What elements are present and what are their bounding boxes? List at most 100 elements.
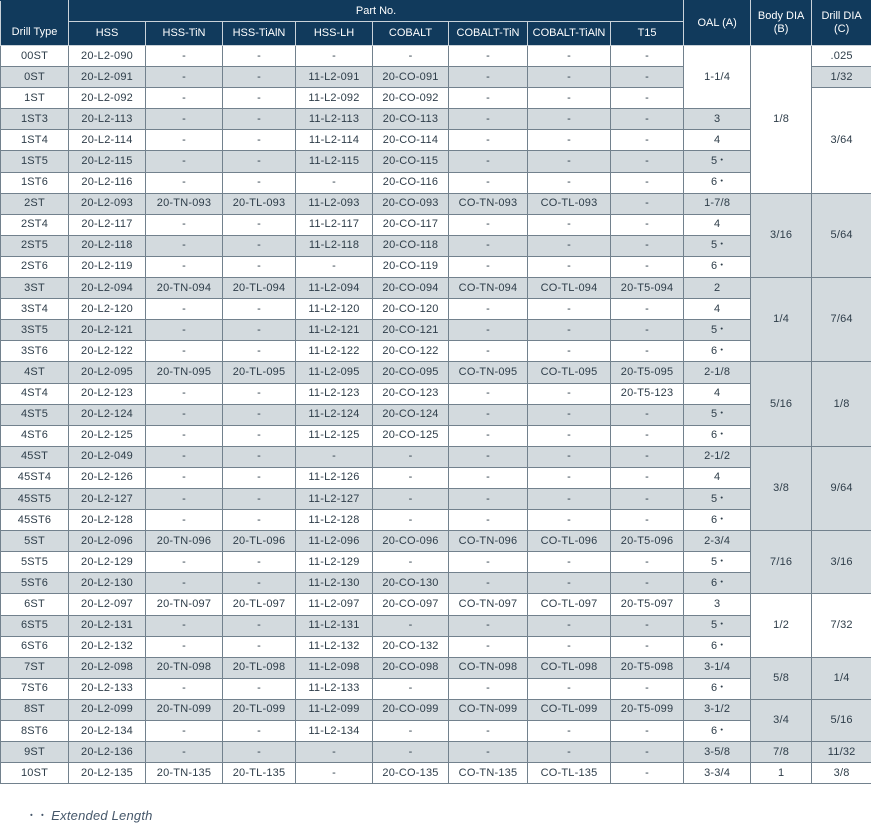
- part-no-cell: -: [222, 87, 296, 110]
- oal-cell: 3-1/4: [683, 656, 752, 679]
- part-no-cell: 20-L2-133: [68, 677, 146, 700]
- part-no-cell: -: [609, 87, 685, 110]
- part-no-cell: -: [609, 677, 685, 700]
- part-no-cell: -: [609, 255, 685, 279]
- part-no-cell: -: [609, 466, 685, 489]
- part-no-cell: -: [145, 509, 223, 532]
- drill-type-cell: 10ST: [0, 762, 69, 785]
- part-no-cell: -: [222, 719, 296, 743]
- oal-cell: 1-7/8: [683, 192, 752, 215]
- part-no-cell: CO-TN-093: [448, 192, 528, 215]
- extended-length-dot: •: [720, 492, 724, 502]
- oal-cell: 3-1/2: [683, 698, 752, 722]
- drill-dia-cell: 5/64: [811, 192, 871, 279]
- part-no-cell: -: [448, 87, 528, 110]
- drill-type-cell: 2ST: [0, 192, 69, 215]
- part-no-cell: -: [222, 424, 296, 447]
- part-no-cell: 20-L2-124: [68, 403, 146, 426]
- part-no-cell: -: [222, 614, 296, 637]
- part-no-cell: 20-L2-097: [68, 593, 146, 616]
- part-no-cell: 20-TL-095: [222, 361, 296, 384]
- column-header-t15: T15: [609, 21, 685, 46]
- part-no-cell: -: [145, 424, 223, 447]
- part-no-cell: -: [372, 741, 449, 764]
- part-no-cell: 20-CO-114: [372, 129, 449, 152]
- part-no-cell: -: [222, 129, 296, 152]
- part-no-cell: 20-T5-094: [609, 277, 685, 300]
- table-row: 4ST6 20-L2-125- -11-L2-125 20-CO-125- - -6 •: [0, 424, 871, 447]
- drill-type-cell: 5ST5: [0, 551, 69, 574]
- part-no-cell: -: [222, 677, 296, 700]
- part-no-cell: 20-CO-125: [372, 424, 449, 447]
- table-row: 7ST6 20-L2-133- -11-L2-133- - - -6 •: [0, 677, 871, 700]
- part-no-cell: -: [145, 445, 223, 468]
- part-no-cell: -: [145, 319, 223, 342]
- drill-type-cell: 1ST: [0, 87, 69, 110]
- oal-cell: 3: [683, 593, 752, 616]
- part-no-cell: 20-T5-099: [609, 698, 685, 722]
- part-no-cell: 20-L2-090: [68, 44, 146, 68]
- part-no-cell: 20-T5-123: [609, 382, 685, 405]
- part-no-cell: -: [527, 487, 611, 511]
- oal-cell: 2-1/2: [683, 445, 752, 468]
- extended-length-dot: •: [720, 176, 724, 186]
- part-no-cell: -: [527, 614, 611, 637]
- part-no-cell: -: [145, 635, 223, 658]
- drill-type-cell: 7ST6: [0, 677, 69, 700]
- part-no-cell: -: [448, 108, 528, 131]
- part-no-cell: -: [295, 44, 373, 68]
- part-no-cell: 20-CO-119: [372, 255, 449, 279]
- part-no-cell: -: [145, 614, 223, 637]
- oal-cell: 5 •: [683, 614, 752, 637]
- part-no-cell: 20-T5-096: [609, 530, 685, 553]
- table-row: 1ST4 20-L2-114- -11-L2-114 20-CO-114- - -4: [0, 129, 871, 152]
- part-no-cell: -: [222, 635, 296, 658]
- part-no-cell: -: [527, 66, 611, 89]
- part-no-cell: 20-TN-095: [145, 361, 223, 384]
- table-row: 3ST 20-L2-094 20-TN-094 20-TL-094 11-L2-094 2…: [0, 277, 871, 363]
- drill-type-cell: 3ST5: [0, 319, 69, 342]
- part-no-cell: 20-TL-096: [222, 530, 296, 553]
- part-no-cell: 20-CO-135: [372, 762, 449, 785]
- extended-length-dot: •: [720, 344, 724, 354]
- part-no-cell: -: [145, 677, 223, 700]
- body-dia-cell: 7/16: [750, 530, 813, 595]
- part-no-cell: -: [222, 298, 296, 321]
- part-no-cell: -: [448, 635, 528, 658]
- part-no-cell: 11-L2-118: [295, 234, 373, 257]
- drill-type-cell: 7ST: [0, 656, 69, 679]
- oal-cell: 3-5/8: [683, 741, 752, 764]
- part-no-cell: -: [295, 445, 373, 468]
- part-no-cell: -: [527, 213, 611, 236]
- extended-length-dot: •: [720, 260, 724, 270]
- table-row: 2ST 20-L2-093 20-TN-093 20-TL-093 11-L2-093 2…: [0, 192, 871, 279]
- part-no-cell: -: [222, 171, 296, 194]
- part-no-cell: 20-T5-097: [609, 593, 685, 616]
- drill-type-cell: 8ST6: [0, 719, 69, 743]
- part-no-cell: -: [609, 403, 685, 426]
- part-no-cell: 20-CO-120: [372, 298, 449, 321]
- part-no-cell: -: [609, 171, 685, 194]
- table-row: 7ST 20-L2-098 20-TN-098 20-TL-098 11-L2-098 2…: [0, 656, 871, 700]
- oal-header: OAL (A): [683, 0, 752, 46]
- part-no-cell: 20-L2-092: [68, 87, 146, 110]
- part-no-cell: -: [609, 487, 685, 511]
- part-no-cell: 20-L2-049: [68, 445, 146, 468]
- part-no-cell: 11-L2-124: [295, 403, 373, 426]
- extended-length-dot: •: [720, 239, 724, 249]
- drill-type-cell: 9ST: [0, 741, 69, 764]
- part-no-cell: 11-L2-114: [295, 129, 373, 152]
- part-no-cell: 11-L2-094: [295, 277, 373, 300]
- part-no-cell: 20-L2-131: [68, 614, 146, 637]
- part-no-cell: 11-L2-131: [295, 614, 373, 637]
- part-no-cell: 11-L2-097: [295, 593, 373, 616]
- drill-type-cell: 00ST: [0, 44, 69, 68]
- part-no-cell: -: [222, 340, 296, 363]
- part-no-cell: -: [609, 340, 685, 363]
- table-row: 10ST 20-L2-135 20-TN-135 20-TL-135-20-CO-13…: [0, 762, 871, 785]
- drill-type-cell: 1ST4: [0, 129, 69, 152]
- part-no-cell: 20-TL-094: [222, 277, 296, 300]
- part-no-cell: -: [448, 551, 528, 574]
- table-row: 5ST 20-L2-096 20-TN-096 20-TL-096 11-L2-096 2…: [0, 530, 871, 595]
